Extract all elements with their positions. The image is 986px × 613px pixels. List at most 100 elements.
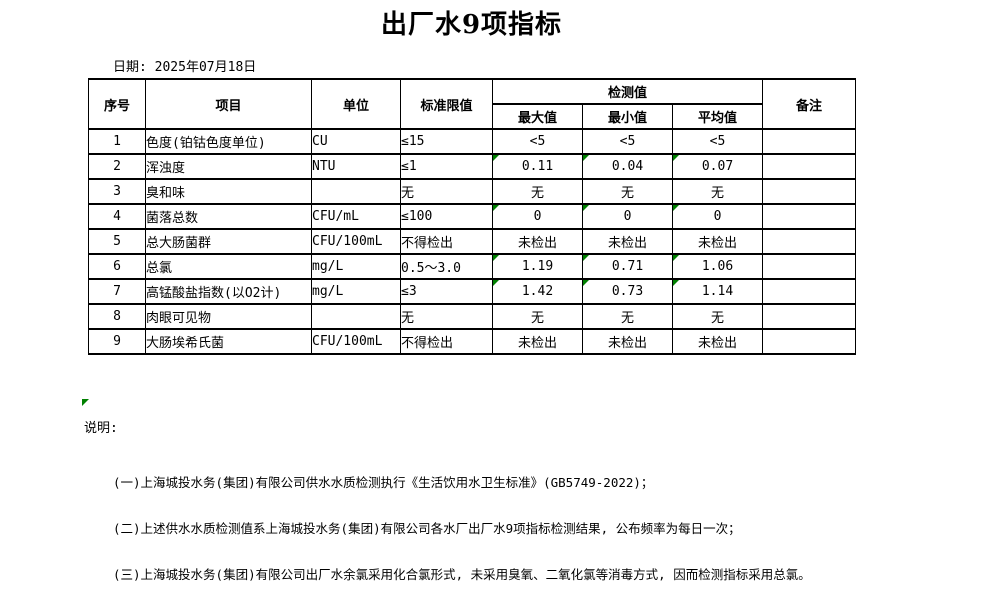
cell-remark [762, 203, 856, 230]
cell-item: 浑浊度 [145, 153, 312, 180]
cell-avg: 1.06 [672, 253, 763, 280]
cell-no: 4 [88, 203, 146, 230]
cell-remark [762, 178, 856, 205]
indicators-table: 序号 项目 单位 标准限值 检测值 备注 最大值 最小值 平均值 1 色度(铂钴… [88, 78, 856, 355]
cell-avg: 无 [672, 303, 763, 330]
cell-remark [762, 153, 856, 180]
cell-min: 未检出 [582, 228, 673, 255]
table-row: 1 色度(铂钴色度单位) CU ≤15 <5 <5 <5 [88, 128, 856, 155]
cell-unit: NTU [311, 153, 401, 180]
cell-remark [762, 278, 856, 305]
col-header-min: 最小值 [582, 103, 673, 130]
cell-min: 无 [582, 178, 673, 205]
note-line-3: (三)上海城投水务(集团)有限公司出厂水余氯采用化合氯形式, 未采用臭氧、二氧化… [113, 567, 811, 583]
cell-max: 未检出 [492, 228, 583, 255]
header-row-1: 序号 项目 单位 标准限值 检测值 备注 [88, 78, 856, 130]
cell-avg: 0 [672, 203, 763, 230]
cell-no: 3 [88, 178, 146, 205]
col-header-detection: 检测值 [492, 78, 763, 105]
cell-unit [311, 303, 401, 330]
cell-limit: 无 [400, 303, 493, 330]
notes-label: 说明: [84, 421, 118, 436]
cell-no: 6 [88, 253, 146, 280]
cell-limit: ≤15 [400, 128, 493, 155]
cell-avg: 无 [672, 178, 763, 205]
cell-item: 肉眼可见物 [145, 303, 312, 330]
cell-min: 未检出 [582, 328, 673, 355]
table-row: 6 总氯 mg/L 0.5～3.0 1.19 0.71 1.06 [88, 253, 856, 280]
cell-item: 臭和味 [145, 178, 312, 205]
col-header-unit: 单位 [311, 78, 401, 130]
cell-avg: 0.07 [672, 153, 763, 180]
cell-unit: CFU/mL [311, 203, 401, 230]
cell-unit: mg/L [311, 253, 401, 280]
cell-min: <5 [582, 128, 673, 155]
cell-no: 7 [88, 278, 146, 305]
cell-max: <5 [492, 128, 583, 155]
cell-limit: 0.5～3.0 [400, 253, 493, 280]
col-header-max: 最大值 [492, 103, 583, 130]
col-header-item: 项目 [145, 78, 312, 130]
cell-limit: ≤100 [400, 203, 493, 230]
cell-remark [762, 253, 856, 280]
cell-no: 8 [88, 303, 146, 330]
page-title: 出厂水9项指标 [380, 10, 563, 40]
cell-no: 9 [88, 328, 146, 355]
cell-no: 2 [88, 153, 146, 180]
cell-max: 0.11 [492, 153, 583, 180]
table-row: 5 总大肠菌群 CFU/100mL 不得检出 未检出 未检出 未检出 [88, 228, 856, 255]
cell-min: 0 [582, 203, 673, 230]
table-row: 2 浑浊度 NTU ≤1 0.11 0.04 0.07 [88, 153, 856, 180]
cell-unit: CU [311, 128, 401, 155]
cell-no: 1 [88, 128, 146, 155]
cell-max: 无 [492, 178, 583, 205]
cell-avg: <5 [672, 128, 763, 155]
cell-limit: 不得检出 [400, 228, 493, 255]
water-quality-report-page: 出厂水9项指标 日期: 2025年07月18日 序号 项目 单位 标准限值 检测… [82, 10, 856, 582]
cell-item: 大肠埃希氏菌 [145, 328, 312, 355]
cell-unit: mg/L [311, 278, 401, 305]
cell-max: 1.19 [492, 253, 583, 280]
cell-avg: 未检出 [672, 328, 763, 355]
cell-remark [762, 228, 856, 255]
report-date: 日期: 2025年07月18日 [113, 60, 257, 75]
cell-max: 无 [492, 303, 583, 330]
cell-min: 无 [582, 303, 673, 330]
cell-limit: 无 [400, 178, 493, 205]
cell-avg: 未检出 [672, 228, 763, 255]
table-row: 9 大肠埃希氏菌 CFU/100mL 不得检出 未检出 未检出 未检出 [88, 328, 856, 355]
cell-item: 总大肠菌群 [145, 228, 312, 255]
notes-section: (一)上海城投水务(集团)有限公司供水水质检测执行《生活饮用水卫生标准》(GB5… [113, 444, 811, 613]
cell-item: 总氯 [145, 253, 312, 280]
cell-no: 5 [88, 228, 146, 255]
table-row: 8 肉眼可见物 无 无 无 无 [88, 303, 856, 330]
cell-limit: ≤3 [400, 278, 493, 305]
cell-unit [311, 178, 401, 205]
cell-item: 高锰酸盐指数(以O2计) [145, 278, 312, 305]
table-row: 4 菌落总数 CFU/mL ≤100 0 0 0 [88, 203, 856, 230]
note-line-1: (一)上海城投水务(集团)有限公司供水水质检测执行《生活饮用水卫生标准》(GB5… [113, 474, 654, 490]
col-header-remark: 备注 [762, 78, 856, 130]
col-header-limit: 标准限值 [400, 78, 493, 130]
cell-item: 菌落总数 [145, 203, 312, 230]
cell-avg: 1.14 [672, 278, 763, 305]
cell-min: 0.73 [582, 278, 673, 305]
cell-limit: ≤1 [400, 153, 493, 180]
text-flag-icon [82, 399, 89, 406]
cell-max: 0 [492, 203, 583, 230]
cell-item: 色度(铂钴色度单位) [145, 128, 312, 155]
cell-unit: CFU/100mL [311, 328, 401, 355]
cell-max: 未检出 [492, 328, 583, 355]
cell-max: 1.42 [492, 278, 583, 305]
cell-remark [762, 303, 856, 330]
col-header-no: 序号 [88, 78, 146, 130]
cell-min: 0.04 [582, 153, 673, 180]
col-header-avg: 平均值 [672, 103, 763, 130]
table-row: 3 臭和味 无 无 无 无 [88, 178, 856, 205]
cell-unit: CFU/100mL [311, 228, 401, 255]
cell-limit: 不得检出 [400, 328, 493, 355]
table-row: 7 高锰酸盐指数(以O2计) mg/L ≤3 1.42 0.73 1.14 [88, 278, 856, 305]
note-line-2: (二)上述供水水质检测值系上海城投水务(集团)有限公司各水厂出厂水9项指标检测结… [113, 521, 741, 537]
header-row-2: 最大值 最小值 平均值 [89, 103, 856, 130]
cell-remark [762, 328, 856, 355]
